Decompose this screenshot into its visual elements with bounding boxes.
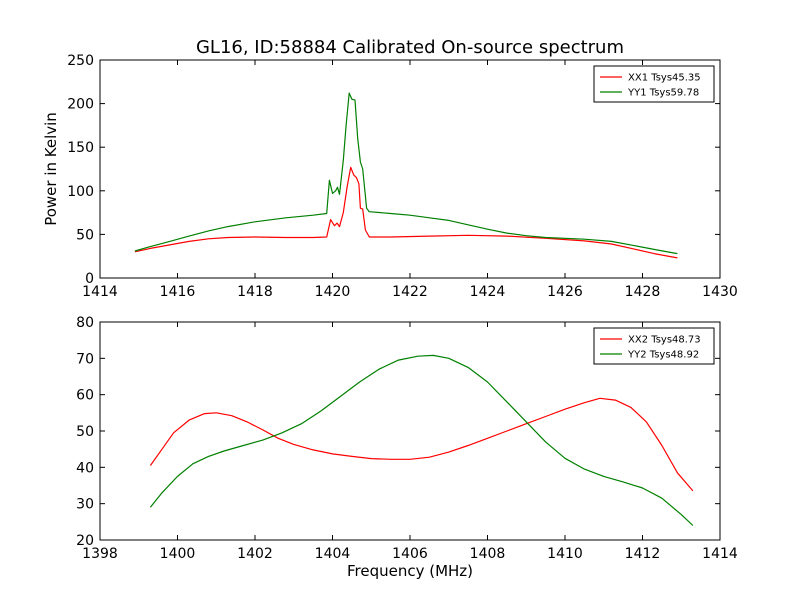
x-tick-label: 1406 [392,546,428,562]
x-tick-label: 1414 [702,546,738,562]
x-tick-label: 1424 [470,284,506,300]
x-tick-label: 1418 [237,284,273,300]
y-tick-label: 20 [76,533,94,549]
y-tick-label: 0 [85,271,94,287]
y-tick-label: 40 [76,460,94,476]
y-tick-label: 50 [76,227,94,243]
series-line-2 [134,92,678,255]
y-tick-label: 80 [76,315,94,331]
x-tick-label: 1430 [702,284,738,300]
x-tick-label: 1402 [237,546,273,562]
series-line-1 [134,166,678,259]
y-tick-label: 70 [76,351,94,367]
series-line-1 [149,397,694,492]
series-line-2 [149,354,694,526]
x-tick-label: 1414 [82,284,118,300]
y-axis-label: Power in Kelvin [42,112,60,226]
x-tick-label: 1426 [547,284,583,300]
x-tick-label: 1428 [625,284,661,300]
legend: XX2 Tsys48.73 YY2 Tsys48.92 [593,327,715,365]
chart-title: GL16, ID:58884 Calibrated On-source spec… [196,37,624,58]
legend-label: XX2 Tsys48.73 [628,335,701,346]
x-tick-label: 1398 [82,546,118,562]
y-tick-label: 250 [67,53,94,69]
y-tick-label: 30 [76,497,94,513]
y-tick-label: 200 [67,97,94,113]
y-tick-label: 60 [76,388,94,404]
x-axis-label: Frequency (MHz) [347,562,473,580]
x-tick-label: 1412 [625,546,661,562]
top-subplot: 1414 1416 1418 1420 1422 1424 1426 1428 1430 0 50 1… [42,53,738,300]
y-tick-label: 50 [76,424,94,440]
x-tick-label: 1410 [547,546,583,562]
y-tick-label: 150 [67,140,94,156]
y-tick-label: 100 [67,184,94,200]
legend: XX1 Tsys45.35 YY1 Tsys59.78 [593,65,715,103]
x-tick-label: 1422 [392,284,428,300]
x-tick-label: 1420 [315,284,351,300]
legend-label: YY1 Tsys59.78 [627,88,699,99]
legend-label: YY2 Tsys48.92 [627,350,699,361]
x-tick-label: 1404 [315,546,351,562]
x-tick-label: 1416 [160,284,196,300]
legend-label: XX1 Tsys45.35 [628,73,701,84]
bottom-subplot: 1398 1400 1402 1404 1406 1408 1410 1412 1414 20 30… [76,315,738,562]
x-tick-label: 1408 [470,546,506,562]
legend-box [593,327,715,365]
x-tick-label: 1400 [160,546,196,562]
legend-box [593,65,715,103]
